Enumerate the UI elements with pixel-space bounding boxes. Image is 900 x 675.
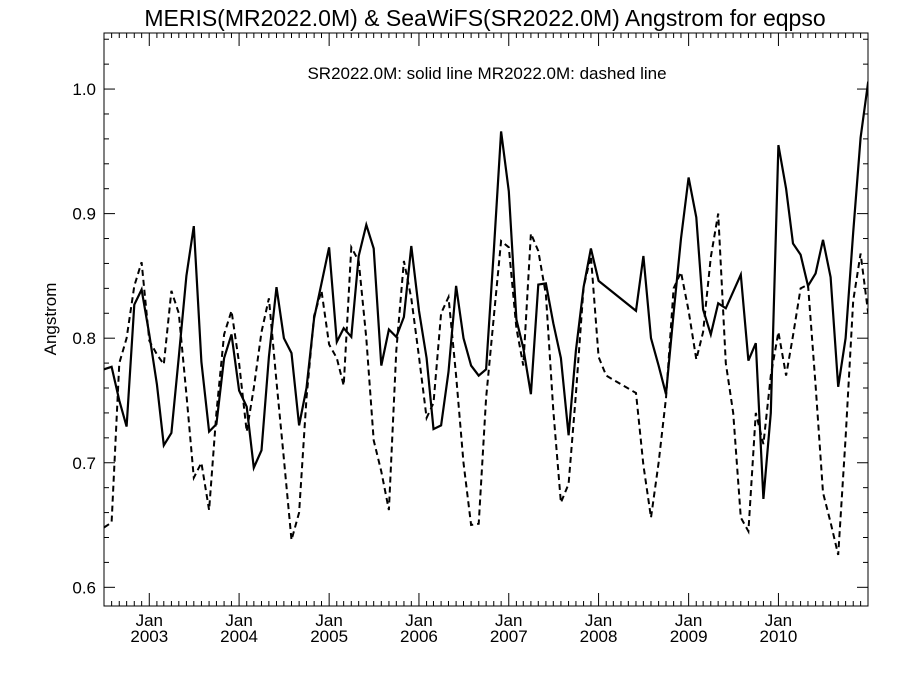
legend-text: SR2022.0M: solid line MR2022.0M: dashed … — [307, 64, 666, 83]
x-tick-year-label: 2006 — [400, 627, 438, 646]
x-tick-month-label: Jan — [405, 611, 432, 630]
plot-area: 0.60.70.80.91.0 Jan2003Jan2004Jan2005Jan… — [72, 32, 869, 646]
x-tick-year-label: 2003 — [130, 627, 168, 646]
y-tick-label: 1.0 — [72, 80, 96, 99]
x-tick-month-label: Jan — [495, 611, 522, 630]
x-tick-month-label: Jan — [675, 611, 702, 630]
x-tick-month-label: Jan — [315, 611, 342, 630]
x-tick-year-label: 2007 — [490, 627, 528, 646]
x-tick-month-label: Jan — [585, 611, 612, 630]
x-tick-year-label: 2005 — [310, 627, 348, 646]
y-tick-label: 0.7 — [72, 454, 96, 473]
series-group — [104, 81, 868, 556]
plot-frame — [103, 32, 869, 607]
x-axis-ticks: Jan2003Jan2004Jan2005Jan2006Jan2007Jan20… — [103, 33, 862, 646]
y-tick-label: 0.9 — [72, 205, 96, 224]
y-tick-label: 0.6 — [72, 578, 96, 597]
series-line-sr2022-0m — [104, 81, 868, 499]
x-tick-month-label: Jan — [136, 611, 163, 630]
series-line-mr2022-0m — [104, 213, 868, 556]
y-axis-label: Angstrom — [41, 283, 60, 356]
x-tick-month-label: Jan — [765, 611, 792, 630]
x-tick-year-label: 2009 — [670, 627, 708, 646]
y-axis-ticks: 0.6 0.7 0.8 0.9 1.0 — [72, 38, 868, 597]
y-tick-label: 0.8 — [72, 329, 96, 348]
x-tick-year-label: 2008 — [580, 627, 618, 646]
x-tick-year-label: 2004 — [220, 627, 258, 646]
x-tick-year-label: 2010 — [760, 627, 798, 646]
x-tick-month-label: Jan — [225, 611, 252, 630]
chart-title: MERIS(MR2022.0M) & SeaWiFS(SR2022.0M) An… — [144, 5, 825, 31]
